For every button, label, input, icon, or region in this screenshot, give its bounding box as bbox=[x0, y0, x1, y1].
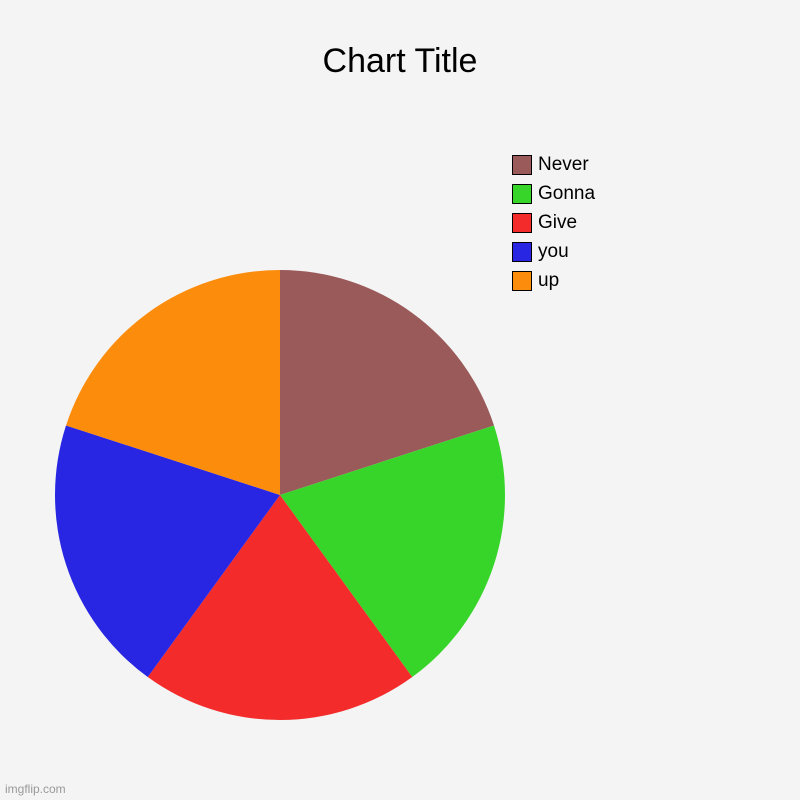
legend-swatch bbox=[512, 155, 532, 175]
legend-swatch bbox=[512, 271, 532, 291]
legend-item-up: up bbox=[512, 270, 595, 292]
legend-item-you: you bbox=[512, 241, 595, 263]
legend-label: you bbox=[538, 241, 569, 263]
legend-item-give: Give bbox=[512, 212, 595, 234]
legend-item-never: Never bbox=[512, 154, 595, 176]
legend-swatch bbox=[512, 213, 532, 233]
legend-swatch bbox=[512, 242, 532, 262]
chart-title: Chart Title bbox=[323, 42, 478, 81]
legend-label: Never bbox=[538, 154, 589, 176]
watermark: imgflip.com bbox=[5, 782, 66, 796]
legend-label: Gonna bbox=[538, 183, 595, 205]
legend: Never Gonna Give you up bbox=[512, 154, 595, 292]
legend-swatch bbox=[512, 184, 532, 204]
legend-label: Give bbox=[538, 212, 577, 234]
legend-item-gonna: Gonna bbox=[512, 183, 595, 205]
legend-label: up bbox=[538, 270, 559, 292]
pie-chart bbox=[55, 270, 505, 720]
